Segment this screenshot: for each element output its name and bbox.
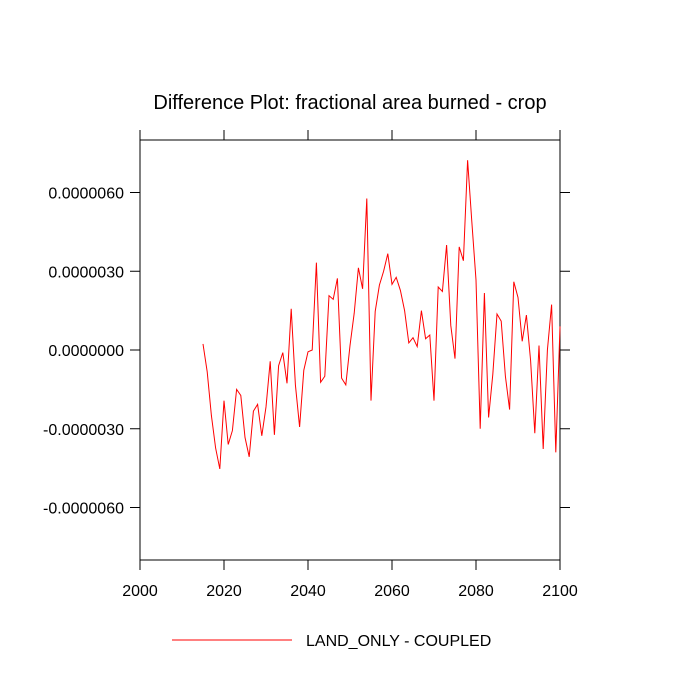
chart-title: Difference Plot: fractional area burned … bbox=[153, 92, 546, 114]
x-tick-label: 2000 bbox=[122, 583, 158, 600]
y-tick-label: 0.0000030 bbox=[48, 264, 124, 281]
y-tick-label: 0.0000000 bbox=[48, 343, 124, 360]
x-tick-label: 2100 bbox=[542, 583, 578, 600]
y-tick-label: -0.0000030 bbox=[43, 422, 124, 439]
y-tick-label: -0.0000060 bbox=[43, 501, 124, 518]
x-tick-label: 2060 bbox=[374, 583, 410, 600]
x-tick-label: 2020 bbox=[206, 583, 242, 600]
data-line bbox=[202, 160, 561, 470]
y-tick-label: 0.0000060 bbox=[48, 186, 124, 203]
x-tick-label: 2080 bbox=[458, 583, 494, 600]
x-tick-label: 2040 bbox=[290, 583, 326, 600]
legend-label: LAND_ONLY - COUPLED bbox=[306, 633, 491, 650]
